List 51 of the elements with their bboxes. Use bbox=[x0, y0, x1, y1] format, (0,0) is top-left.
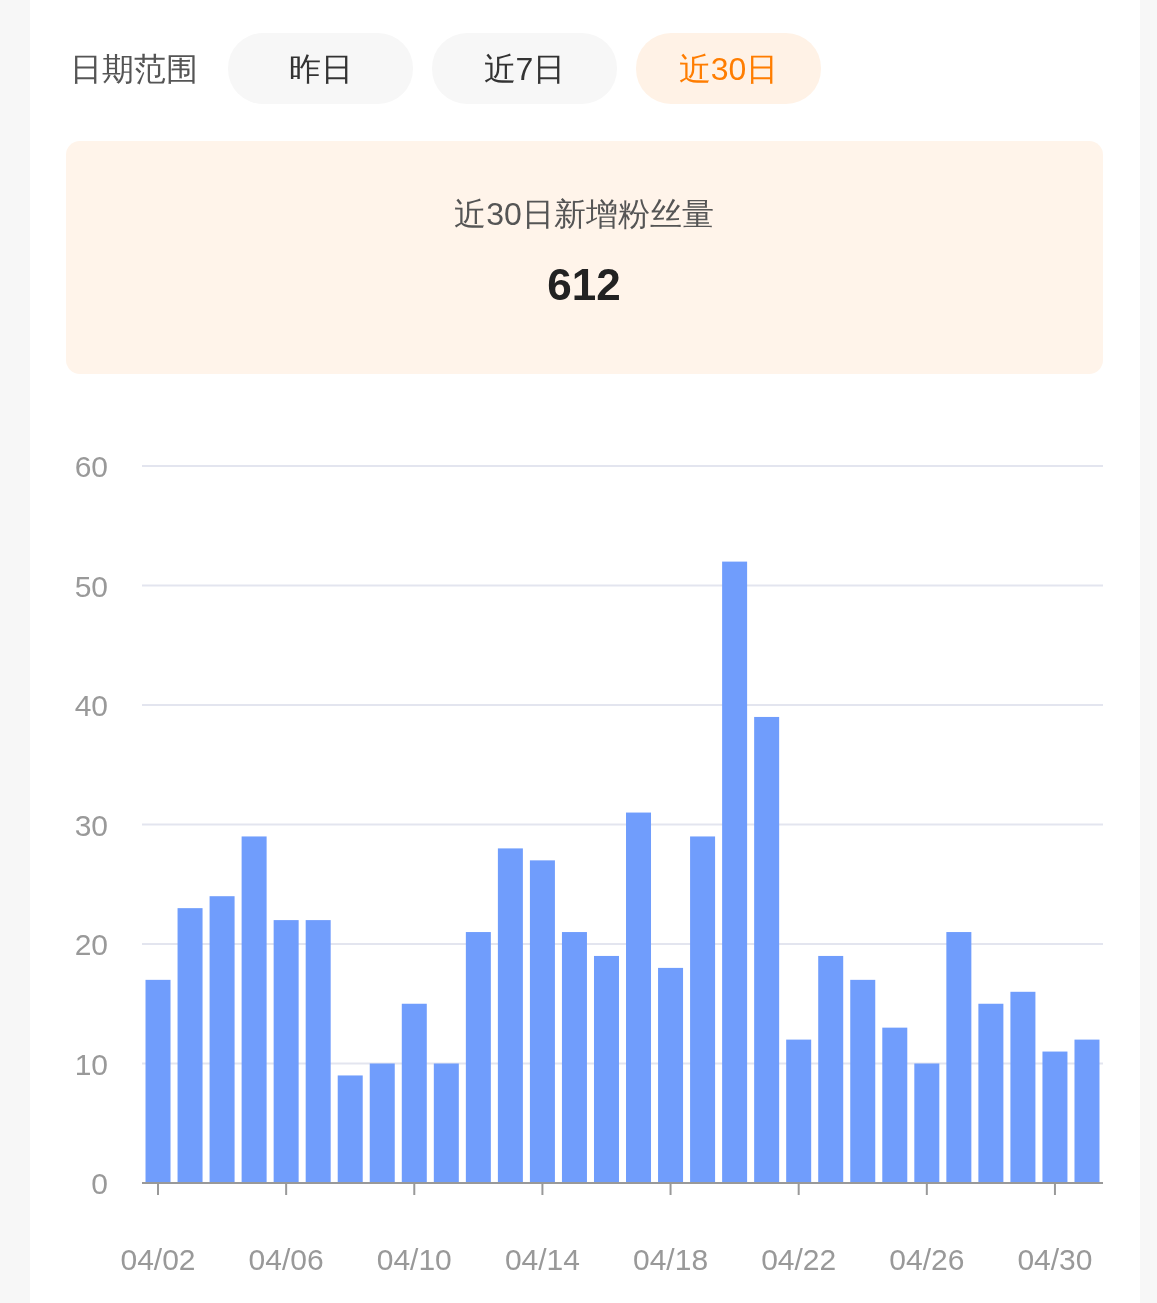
bar bbox=[529, 860, 555, 1183]
y-tick-label: 40 bbox=[74, 689, 108, 722]
bar bbox=[978, 1003, 1004, 1183]
bar bbox=[273, 920, 299, 1183]
x-tick-label: 04/22 bbox=[761, 1243, 837, 1276]
y-tick-label: 30 bbox=[74, 808, 108, 842]
text: 近30日新增粉丝量 bbox=[454, 196, 714, 232]
x-tick-label: 04/18 bbox=[633, 1243, 709, 1276]
bar bbox=[465, 932, 491, 1183]
x-tick-label: 04/30 bbox=[1017, 1243, 1093, 1276]
bar bbox=[433, 1063, 459, 1183]
y-tick-label: 50 bbox=[74, 569, 108, 603]
bar bbox=[497, 848, 523, 1183]
y-tick-label: 60 bbox=[74, 450, 108, 483]
category-label: 近7日 bbox=[483, 51, 566, 87]
bar bbox=[786, 1039, 812, 1183]
bar bbox=[818, 955, 844, 1183]
x-tick-label: 04/06 bbox=[248, 1243, 324, 1276]
category-label: 近30日 bbox=[678, 51, 779, 87]
bar bbox=[722, 561, 748, 1183]
x-tick-label: 04/14 bbox=[504, 1243, 580, 1276]
bar bbox=[914, 1063, 940, 1183]
bar bbox=[305, 920, 331, 1183]
bar bbox=[1010, 991, 1036, 1183]
x-tick-label: 04/10 bbox=[376, 1243, 452, 1276]
bar bbox=[626, 812, 652, 1183]
bar bbox=[561, 932, 587, 1183]
bar bbox=[946, 932, 972, 1183]
x-tick-label: 04/02 bbox=[120, 1243, 196, 1276]
bar bbox=[850, 979, 876, 1183]
bar bbox=[1042, 1051, 1068, 1183]
bar bbox=[1074, 1039, 1100, 1183]
bar bbox=[337, 1075, 363, 1183]
bar bbox=[177, 908, 203, 1183]
y-tick-label: 20 bbox=[74, 928, 108, 961]
x-tick-label: 04/26 bbox=[889, 1243, 965, 1276]
bar bbox=[658, 967, 684, 1183]
y-tick-label: 0 bbox=[91, 1167, 108, 1200]
bar bbox=[593, 955, 619, 1183]
y-tick-label: 10 bbox=[74, 1047, 108, 1081]
text: 日期范围 bbox=[70, 51, 198, 87]
bar bbox=[369, 1063, 395, 1183]
bar bbox=[690, 836, 716, 1183]
bar bbox=[241, 836, 267, 1183]
bar bbox=[145, 979, 171, 1183]
bar bbox=[754, 716, 780, 1183]
bar bbox=[401, 1003, 427, 1183]
text: 612 bbox=[547, 260, 621, 309]
bar bbox=[882, 1027, 908, 1183]
category-label: 昨日 bbox=[288, 51, 353, 87]
bar bbox=[209, 896, 235, 1183]
